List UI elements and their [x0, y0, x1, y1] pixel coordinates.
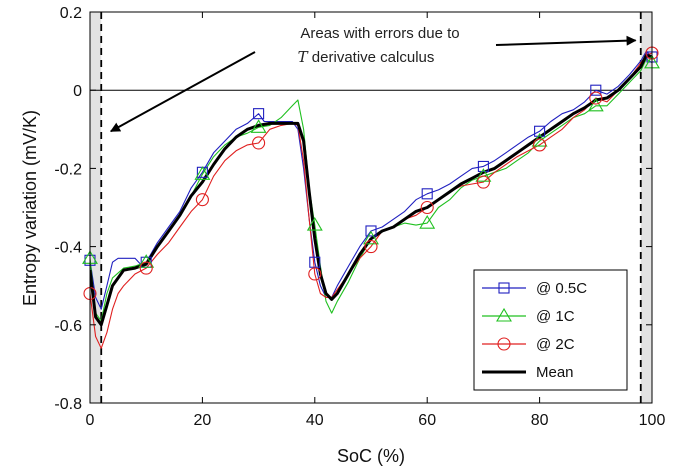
series-2-marker-2: [195, 193, 209, 207]
x-tick-label-1: 20: [194, 412, 212, 429]
dashed-markers: [100, 12, 642, 403]
shaded-region-0: [90, 12, 102, 403]
y-tick-label-4: 0: [73, 83, 82, 100]
x-tick-label-0: 0: [86, 412, 95, 429]
x-tick-label-4: 80: [531, 412, 549, 429]
annotation-line-2-rest: derivative calculus: [308, 49, 435, 66]
series-2-marker-8: [533, 138, 547, 152]
legend-marker-0: [498, 282, 510, 294]
series-markers: [82, 46, 660, 301]
series-0-marker-7: [477, 160, 489, 172]
series-0-marker-6: [421, 188, 433, 200]
series-1-marker-4: [306, 217, 323, 231]
series-0-marker-8: [534, 125, 546, 137]
series-2-marker-9: [589, 91, 603, 105]
series-2-marker-1: [139, 261, 153, 275]
series-1-marker-6: [419, 215, 436, 229]
y-tick-label-3: -0.2: [54, 161, 82, 178]
series-2-marker-3: [252, 136, 266, 150]
legend-label-1: @ 1C: [536, 308, 575, 325]
legend-label-0: @ 0.5C: [536, 280, 587, 297]
series-0-marker-3: [253, 108, 265, 120]
series-2-marker-6: [420, 200, 434, 215]
plot-frame: [89, 11, 653, 404]
annotation-line-2: T derivative calculus: [298, 48, 435, 66]
series-1-marker-5: [363, 230, 379, 245]
annotation-arrow-left: [109, 51, 256, 133]
legend-marker-1: [496, 307, 512, 322]
series-lines: [90, 50, 652, 349]
legend-marker-2: [497, 337, 511, 351]
series-2-marker-7: [476, 175, 490, 189]
legend: @ 0.5C @ 1C @ 2C Mean: [473, 269, 628, 391]
x-tick-label-3: 60: [418, 412, 436, 429]
y-tick-label-2: -0.4: [54, 240, 82, 257]
series-line-2: [90, 52, 652, 349]
series-line-3: [90, 53, 652, 327]
y-tick-label-0: -0.8: [54, 396, 82, 413]
x-axis-label: SoC (%): [337, 446, 405, 466]
shaded-regions: [90, 12, 652, 403]
series-1-marker-1: [138, 254, 155, 268]
series-1-marker-7: [475, 168, 492, 182]
series-0-marker-9: [590, 84, 602, 96]
legend-label-3: Mean: [536, 364, 574, 381]
annotation-arrow-right: [495, 35, 637, 46]
series-1-marker-3: [250, 119, 267, 133]
annotation-line-1: Areas with errors due to: [300, 25, 459, 42]
y-axis-label: Entropy variation (mV/K): [20, 110, 40, 306]
annotation: Areas with errors due to T derivative ca…: [109, 25, 637, 133]
series-1-marker-9: [587, 97, 604, 112]
y-tick-label-5: 0.2: [60, 5, 82, 22]
y-tick-label-1: -0.6: [54, 318, 82, 335]
series-0-marker-4: [309, 256, 321, 268]
x-tick-label-5: 100: [639, 412, 666, 429]
annotation-variable: T: [298, 48, 309, 66]
series-2-marker-5: [364, 240, 378, 254]
series-1-marker-2: [194, 166, 211, 180]
series-2-marker-4: [308, 267, 322, 281]
shaded-region-1: [640, 12, 652, 403]
series-0-marker-5: [365, 225, 377, 237]
legend-label-2: @ 2C: [536, 336, 575, 353]
x-tick-label-2: 40: [306, 412, 324, 429]
axes: 0 20 40 60 80 100 -0.8 -0.6 -0.4 -0.2 0 0.2: [54, 5, 665, 429]
